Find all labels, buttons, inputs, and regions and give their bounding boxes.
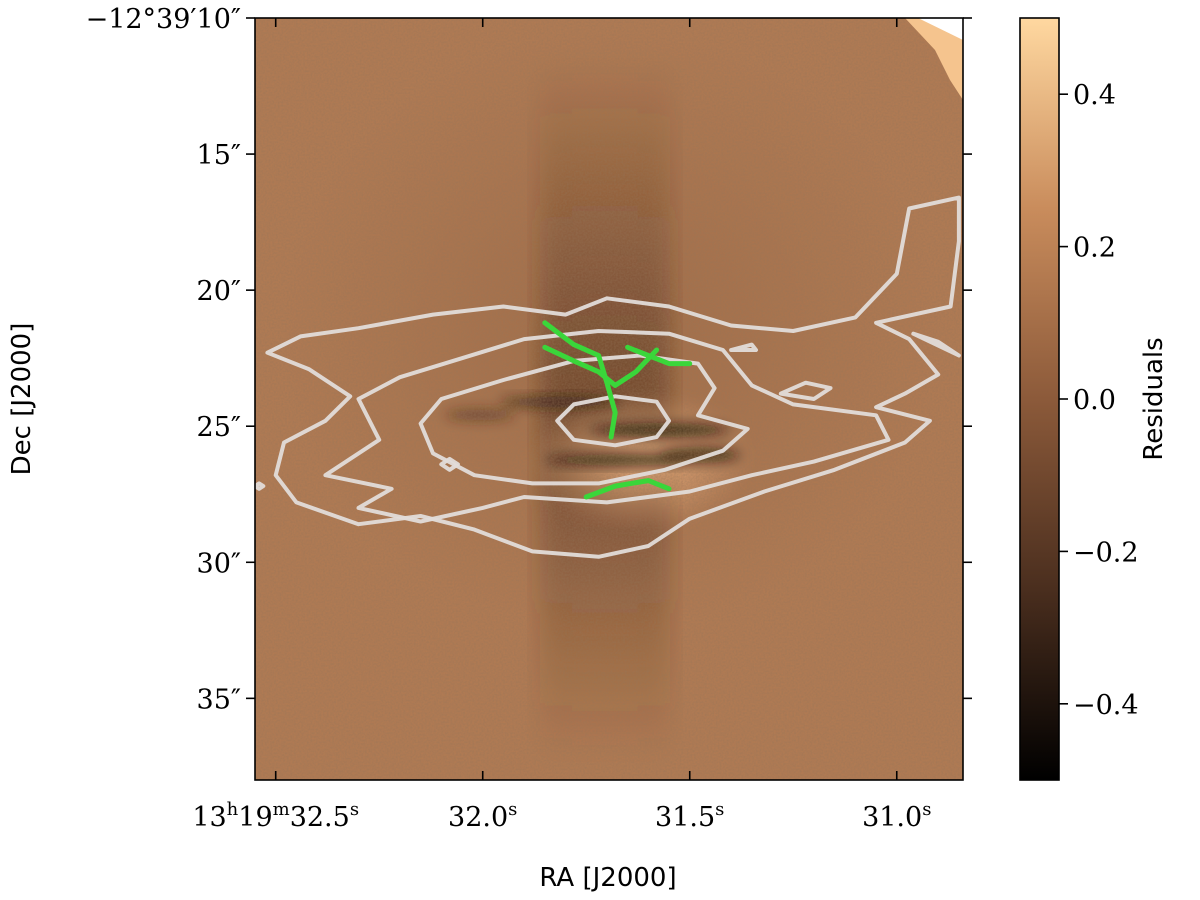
contour-level-8 <box>778 380 833 401</box>
x-tick-label-3: 31.0s <box>862 799 931 833</box>
contour-level-9 <box>911 331 961 358</box>
x-tick-label-2: 31.5s <box>655 799 724 833</box>
colorbar-tick-label-4: −0.4 <box>1073 690 1139 721</box>
y-tick-label-5: 35″ <box>197 684 241 715</box>
contour-layer <box>255 195 961 559</box>
x-tick-label-0: 13h19m32.5s <box>192 799 359 833</box>
colorbar-tick-label-2: 0.0 <box>1073 385 1116 416</box>
contour-level-4 <box>555 394 671 448</box>
image-edge-blank <box>918 18 963 40</box>
image-edge-corner <box>905 18 963 100</box>
contour-level-1 <box>265 195 961 559</box>
plot-frame <box>254 17 964 781</box>
contour-level-7 <box>729 342 758 352</box>
y-axis-label: Dec [J2000] <box>7 323 37 476</box>
y-axis: −12°39′10″ 15″ 20″ 25″ 30″ 35″ <box>86 4 972 715</box>
colorbar-ticks: 0.4 0.2 0.0 −0.2 −0.4 <box>1059 80 1139 721</box>
colorbar <box>1020 18 1059 780</box>
residual-image <box>255 18 963 780</box>
y-tick-label-2: 20″ <box>197 276 241 307</box>
green-overlay-4 <box>583 478 672 500</box>
y-tick-label-3: 25″ <box>197 412 241 443</box>
contour-level-2 <box>323 329 891 524</box>
contour-level-5 <box>439 456 460 472</box>
colorbar-tick-label-1: 0.2 <box>1073 233 1116 264</box>
green-overlay-1 <box>542 320 618 440</box>
colorbar-tick-label-3: −0.2 <box>1073 537 1139 568</box>
green-overlay-layer <box>542 320 693 500</box>
x-axis: 13h19m32.5s 32.0s 31.5s 31.0s <box>192 18 931 833</box>
green-overlay-2 <box>542 344 660 388</box>
y-tick-label-0: −12°39′10″ <box>86 4 241 35</box>
y-tick-label-1: 15″ <box>197 140 241 171</box>
contour-level-6 <box>255 481 266 491</box>
green-overlay-3 <box>625 344 693 367</box>
y-tick-label-4: 30″ <box>197 548 241 579</box>
colorbar-tick-label-0: 0.4 <box>1073 80 1116 111</box>
x-tick-label-1: 32.0s <box>448 799 517 833</box>
contour-level-3 <box>418 353 750 486</box>
x-axis-label: RA [J2000] <box>539 863 676 893</box>
colorbar-label: Residuals <box>1139 337 1169 460</box>
